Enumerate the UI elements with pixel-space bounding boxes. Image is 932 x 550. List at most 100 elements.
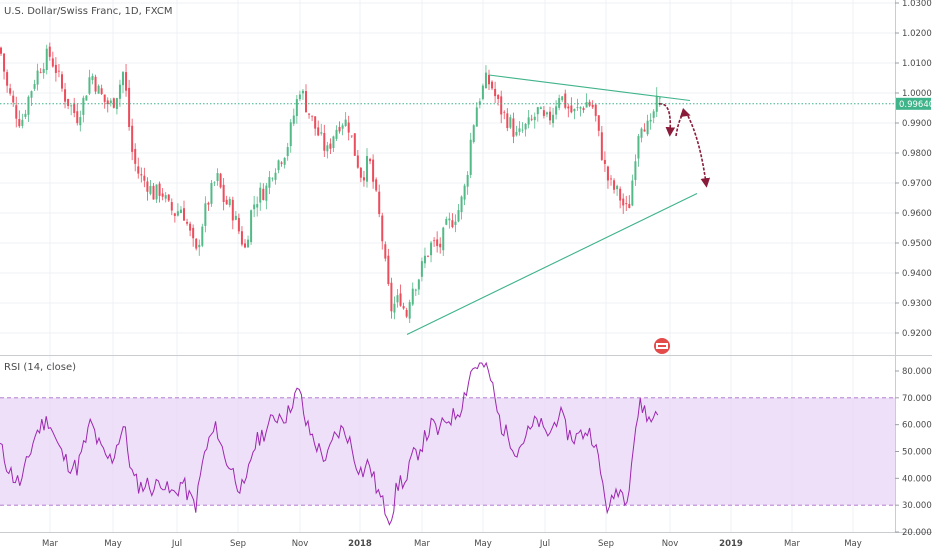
trend-lines[interactable] <box>406 74 698 335</box>
candle <box>91 73 94 85</box>
candle-body <box>204 203 207 226</box>
candle-body <box>448 218 451 221</box>
candle <box>155 184 158 203</box>
candle <box>643 123 646 132</box>
projection-arrows[interactable] <box>658 103 711 188</box>
candle <box>9 83 12 96</box>
candle-body <box>570 105 573 113</box>
candle-body <box>179 209 182 213</box>
candle <box>131 118 134 161</box>
candle <box>21 113 24 129</box>
candle-body <box>381 215 384 242</box>
candle-body <box>457 210 460 222</box>
candle-body <box>237 217 240 232</box>
price-tick-label: 1.01000 <box>902 59 932 69</box>
candle <box>33 79 36 91</box>
candle-body <box>262 188 265 200</box>
down-arrow-2[interactable] <box>687 115 711 188</box>
candle <box>512 112 515 144</box>
trend-line[interactable] <box>488 74 691 102</box>
rsi-tick-label: 30.0000 <box>902 501 932 511</box>
candle-body <box>112 98 115 108</box>
candle <box>198 239 201 256</box>
rsi-axis-labels: 80.0000 70.0000 60.0000 50.0000 40.0000 30.00… <box>895 367 932 538</box>
candle <box>445 216 448 226</box>
candle <box>234 211 237 221</box>
candle <box>228 196 231 208</box>
candle <box>466 171 469 195</box>
candle-body <box>646 120 649 135</box>
candle-body <box>198 244 201 248</box>
candle-body <box>338 127 341 132</box>
candle <box>369 157 372 165</box>
candle <box>85 94 88 101</box>
candle-body <box>390 282 393 312</box>
time-tick-label: Nov <box>292 539 309 549</box>
candle-body <box>140 174 143 176</box>
candle <box>0 46 2 56</box>
candle <box>619 186 622 209</box>
candle <box>170 198 173 216</box>
down-arrow-1[interactable] <box>658 103 676 137</box>
candle <box>652 109 655 124</box>
candle <box>378 184 381 218</box>
candle-body <box>320 132 323 134</box>
candle-body <box>506 113 509 129</box>
candle-body <box>591 104 594 108</box>
candle <box>323 124 326 158</box>
candle <box>451 213 454 229</box>
candle-body <box>454 221 457 225</box>
candle <box>414 288 417 296</box>
candle <box>88 69 91 96</box>
candle <box>295 94 298 124</box>
candle <box>390 277 393 319</box>
candle <box>350 135 353 138</box>
candle <box>506 108 509 132</box>
candle-body <box>417 279 420 290</box>
candle-body <box>39 72 42 74</box>
candle <box>125 63 128 97</box>
candle-body <box>12 95 15 103</box>
candle-body <box>298 94 301 100</box>
candle <box>45 44 48 75</box>
candle-body <box>289 122 292 147</box>
candle <box>420 257 423 282</box>
candle-body <box>109 100 112 104</box>
candle <box>54 57 57 82</box>
candle-body <box>594 104 597 116</box>
candle-body <box>323 132 326 151</box>
candle <box>524 123 527 137</box>
candle <box>338 121 341 134</box>
candle-body <box>201 226 204 246</box>
candle-body <box>195 238 198 249</box>
candle-body <box>292 115 295 124</box>
candle-body <box>295 99 298 116</box>
candle <box>533 112 536 129</box>
candle <box>192 224 195 247</box>
candle <box>314 116 317 136</box>
candle-body <box>375 179 378 191</box>
candle-body <box>481 85 484 100</box>
time-tick-label: Mar <box>414 539 431 549</box>
rsi-tick-label: 40.0000 <box>902 474 932 484</box>
candle-body <box>430 242 433 256</box>
candle-body <box>634 161 637 181</box>
candle <box>521 122 524 133</box>
candle <box>564 89 567 110</box>
candle <box>366 148 368 188</box>
candle-body <box>222 184 225 202</box>
candle-body <box>658 97 661 99</box>
up-arrow[interactable] <box>675 107 691 137</box>
candle-body <box>6 72 9 86</box>
candle-body <box>527 117 530 125</box>
candle <box>463 183 466 206</box>
candle-body <box>555 106 558 115</box>
candle <box>301 88 304 100</box>
trend-line[interactable] <box>406 193 698 335</box>
candle-body <box>353 133 356 156</box>
candle-body <box>524 123 527 130</box>
candle-body <box>530 118 533 120</box>
candle <box>97 84 100 94</box>
